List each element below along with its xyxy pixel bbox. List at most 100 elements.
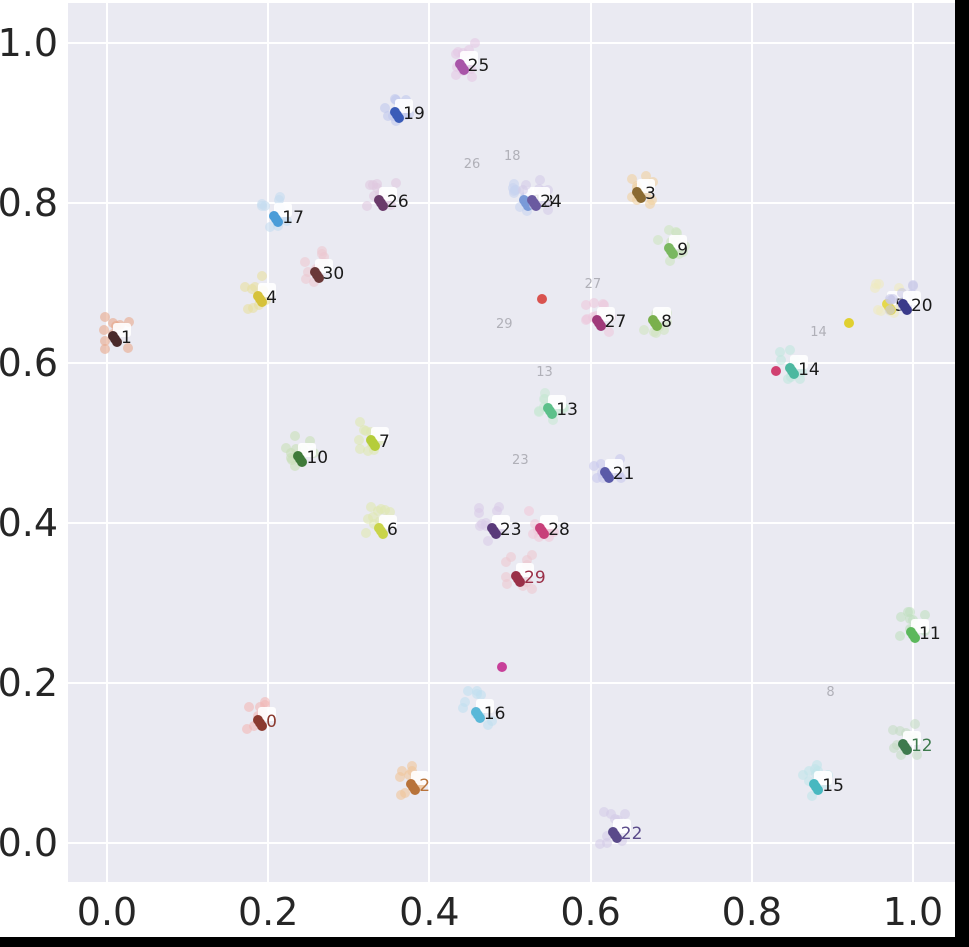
faint-point [885,295,896,306]
faint-point [598,806,609,817]
faint-point [290,444,301,455]
cluster-label: 14 [798,360,820,380]
faint-point [664,224,675,235]
data-point[interactable] [490,529,501,539]
faint-point [627,192,638,203]
faint-point [539,387,550,398]
gridline-y [68,202,955,204]
faint-point [518,185,529,196]
data-point[interactable] [901,305,912,315]
data-point[interactable] [611,833,622,843]
outlier-point[interactable] [843,318,854,328]
faint-point [638,324,649,335]
data-point[interactable] [458,65,469,75]
data-point[interactable] [539,529,550,539]
faint-point [544,526,554,537]
faint-point [365,502,376,513]
data-point[interactable] [313,273,324,283]
data-point[interactable] [273,217,284,227]
faint-point [646,195,657,206]
screen-edge-bottom [0,937,969,947]
faint-point [528,529,539,539]
faint-cluster-label: 23 [512,453,529,468]
faint-point [256,271,267,282]
cluster-label: 26 [387,192,409,212]
data-point[interactable] [603,473,614,483]
faint-cluster-label: 8 [826,685,835,700]
y-tick-label: 1.0 [0,21,58,65]
faint-point [400,109,411,120]
faint-point [524,506,535,517]
data-point[interactable] [668,249,679,259]
outlier-point[interactable] [537,294,548,304]
data-point[interactable] [901,745,912,755]
faint-point [389,93,400,104]
faint-point [367,512,378,523]
faint-point [606,809,617,820]
data-point[interactable] [531,201,542,211]
cluster-label: 3 [644,184,656,204]
faint-point [464,45,475,56]
faint-point [358,424,369,435]
faint-point [501,578,512,589]
faint-point [474,508,485,519]
data-point[interactable] [474,713,485,723]
data-point[interactable] [378,201,389,211]
gridline-y [68,362,955,364]
data-point[interactable] [410,785,421,795]
x-tick-label: 0.0 [76,890,138,934]
faint-point [465,63,476,74]
faint-point [318,251,329,262]
data-point[interactable] [378,529,389,539]
data-point[interactable] [523,201,534,211]
cluster-label: 30 [322,264,345,284]
cluster-label: 17 [282,208,304,228]
faint-point [581,314,591,325]
gridline-x [912,3,914,882]
faint-point [316,246,327,257]
faint-cluster-label: 29 [495,317,513,332]
faint-point [300,256,311,267]
faint-point [259,201,270,212]
data-point[interactable] [910,633,920,643]
data-point[interactable] [257,721,268,731]
faint-point [289,461,300,472]
data-point[interactable] [547,409,558,419]
data-point[interactable] [789,369,800,379]
faint-point [580,299,591,310]
cluster-label: 6 [387,520,398,540]
faint-point [450,69,461,80]
data-point[interactable] [112,337,123,347]
data-point[interactable] [257,297,268,307]
faint-point [665,255,676,266]
faint-point [588,297,599,308]
data-point[interactable] [394,113,405,123]
outlier-point[interactable] [496,662,507,672]
cluster-label: 29 [524,568,546,588]
faint-point [803,766,814,777]
faint-point [506,552,516,563]
cluster-label: 19 [403,104,425,124]
faint-point [462,686,473,697]
faint-point [274,195,285,206]
faint-point [529,518,540,529]
faint-point [248,720,259,731]
data-point[interactable] [635,193,646,203]
cluster-label: 16 [483,704,506,724]
data-point[interactable] [813,785,824,795]
faint-point [875,306,886,317]
data-point[interactable] [515,577,526,587]
faint-point [500,571,511,582]
faint-point [400,788,411,799]
faint-point [920,609,930,620]
faint-point [242,303,253,314]
data-point[interactable] [595,321,606,331]
data-point[interactable] [652,321,663,331]
data-point[interactable] [297,457,308,467]
data-point[interactable] [369,441,380,451]
faint-point [98,325,109,336]
cluster-label: 27 [604,312,627,332]
faint-point [534,531,545,542]
outlier-point[interactable] [770,366,781,376]
faint-point [289,430,300,441]
